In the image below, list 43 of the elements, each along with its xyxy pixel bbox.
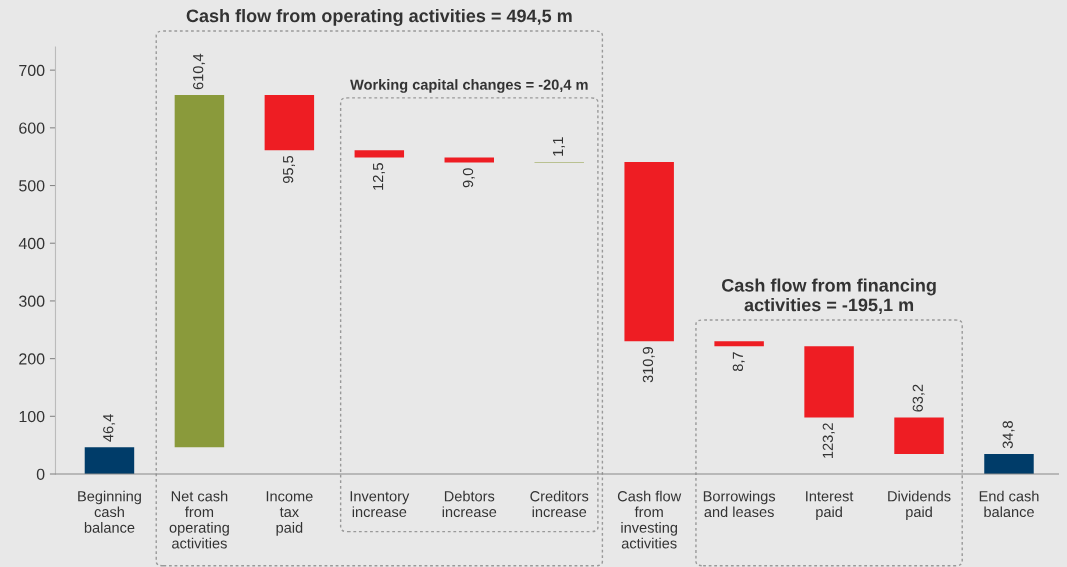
bar <box>264 95 315 151</box>
data-label: 95,5 <box>282 155 295 183</box>
annotation: Cash flow from financing activities = -195,1 m <box>722 278 936 314</box>
y-tick-label: 300 <box>19 295 45 307</box>
data-label: 123,2 <box>822 423 835 458</box>
bar <box>84 447 135 475</box>
data-label: 34,8 <box>1002 421 1015 449</box>
text: Cash flow from operating activities = 494,5 m <box>186 8 572 26</box>
data-label: 12,5 <box>372 163 385 190</box>
x-tick-label: Income tax paid <box>266 491 313 536</box>
annotation: Working capital changes = -20,4 m <box>350 79 588 93</box>
y-tick-label: 600 <box>19 122 45 134</box>
x-tick-label: Cash flow from investing activities <box>617 490 682 549</box>
x-tick-label: Inventory increase <box>350 491 410 518</box>
y-tick-label: 200 <box>19 353 45 365</box>
data-label: 9,0 <box>462 168 475 188</box>
y-tick-label: 100 <box>19 410 45 423</box>
x-tick-label: Interest paid <box>806 491 854 520</box>
y-tick-label: 0 <box>36 468 45 480</box>
x-tick-label: End cash balance <box>979 490 1039 518</box>
bar <box>624 161 674 342</box>
x-tick-label: Net cash from operating activities <box>169 490 229 549</box>
bar <box>174 95 225 448</box>
x-tick-label: Creditors increase <box>530 490 589 518</box>
x-tick-label: Borrowings and leases <box>703 490 776 518</box>
y-tick-label: 700 <box>19 64 45 77</box>
data-label: 1,1 <box>552 137 565 156</box>
data-label: 610,4 <box>193 53 206 90</box>
y-tick-label: 500 <box>19 180 45 192</box>
bar <box>354 150 405 158</box>
x-tick-label: Beginning cash balance <box>78 490 141 533</box>
bar <box>444 157 495 163</box>
bar <box>804 346 854 418</box>
data-label: 63,2 <box>912 384 925 412</box>
bar <box>714 341 764 347</box>
x-tick-label: Debtors increase <box>442 490 497 518</box>
data-label: 46,4 <box>103 414 116 442</box>
bar <box>984 453 1034 475</box>
y-tick-label: 400 <box>18 237 45 250</box>
x-tick-label: Dividends paid <box>888 490 951 520</box>
data-label: 8,7 <box>732 352 745 372</box>
data-label: 310,9 <box>642 347 655 383</box>
bar <box>894 417 944 454</box>
